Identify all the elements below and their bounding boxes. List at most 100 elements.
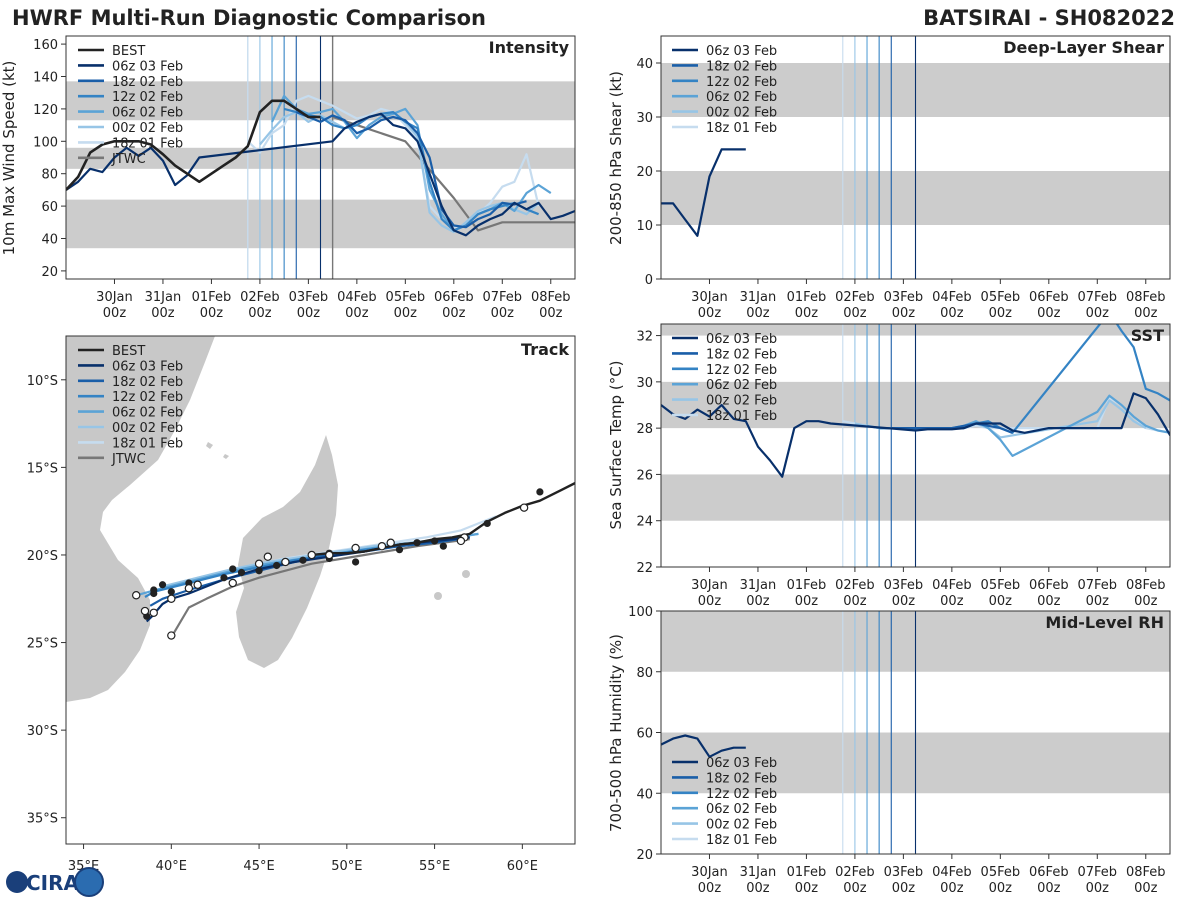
track-frame [65,335,576,845]
intensity-frame [65,35,576,280]
shr-xtick-hour: 00z [1134,306,1158,321]
rh-xtick-hour: 00z [698,881,722,896]
track-ytick-label: 20°S [27,549,58,564]
sst-legend-label-0: 06z 03 Feb [706,332,777,347]
rh-ytick-label: 40 [636,787,653,802]
intensity-panel: 2040608010012014016030Jan00z31Jan00z01Fe… [0,35,576,321]
sst-xtick-date: 05Feb [981,578,1021,593]
track-filled-marker-3 [439,542,447,550]
sst-ytick-label: 22 [636,561,653,576]
rh-xtick-date: 02Feb [835,865,875,880]
track-ytick-label: 10°S [27,374,58,389]
intensity-title: Intensity [489,38,570,57]
intensity-axes: 2040608010012014016030Jan00z31Jan00z01Fe… [33,38,570,321]
rh-xtick-date: 01Feb [787,865,827,880]
rh-xtick-hour: 00z [1134,881,1158,896]
shr-legend-label-2: 12z 02 Feb [706,75,777,90]
intensity-init-lines [247,36,334,279]
track-filled-marker-9 [273,561,281,570]
track-filled-marker-5 [395,546,404,554]
shr-ytick-label: 10 [636,219,653,234]
rh-series-0 [661,734,746,758]
sst-xtick-hour: 00z [989,594,1013,609]
mauritius-island [462,570,470,578]
shr-legend-label-1: 18z 02 Feb [706,59,777,74]
shr-xtick-hour: 00z [1086,306,1110,321]
rh-xtick-hour: 00z [1086,881,1110,896]
trk-legend-label-0: BEST [112,344,145,359]
sst-frame [660,323,1171,568]
track-open-marker-12 [184,584,194,593]
track-open-marker-5 [325,550,334,560]
int-xtick-hour: 00z [297,306,321,321]
rh-xtick-date: 07Feb [1078,865,1118,880]
int-xtick-date: 30Jan [96,290,133,305]
int-series-0 [66,112,575,237]
shr-legend-label-3: 06z 02 Feb [706,90,777,105]
sst-xtick-date: 08Feb [1126,578,1166,593]
int-legend-label-2: 18z 02 Feb [112,75,183,90]
shr-legend-label-5: 18z 01 Feb [706,121,777,136]
rh-xtick-date: 06Feb [1029,865,1069,880]
sst-xtick-date: 04Feb [932,578,972,593]
storm-id: BATSIRAI - SH082022 [923,6,1175,30]
shr-xtick-date: 05Feb [981,290,1021,305]
sst-xtick-hour: 00z [698,594,722,609]
reunion-island [434,592,442,600]
sst-legend-label-2: 12z 02 Feb [706,363,777,378]
shr-xtick-date: 04Feb [932,290,972,305]
track-filled-marker-13 [220,574,228,582]
int-ytick-label: 160 [33,38,58,53]
shear-series [661,148,746,237]
shr-xtick-date: 30Jan [691,290,728,305]
track-filled-marker-2 [430,537,439,545]
comoros-islands [206,442,229,459]
trk-legend-label-7: JTWC [111,452,146,467]
shear-init-lines [842,36,917,279]
track-open-marker-4 [351,543,360,553]
track-xtick-label: 60°E [507,859,538,874]
sst-xtick-hour: 00z [843,594,867,609]
track-open-marker-11 [193,580,202,589]
trk-legend-label-5: 00z 02 Feb [112,421,183,436]
int-xtick-hour: 00z [491,306,515,321]
int-legend-label-0: BEST [112,44,145,59]
shr-xtick-hour: 00z [698,306,722,321]
int-xtick-hour: 00z [103,306,127,321]
rh-xtick-hour: 00z [1037,881,1061,896]
rh-ylabel: 700-500 hPa Humidity (%) [607,634,625,832]
rh-legend-label-3: 06z 02 Feb [706,802,777,817]
shr-ytick-label: 40 [636,57,653,72]
rh-ytick-label: 20 [636,848,653,863]
sst-xtick-date: 31Jan [740,578,777,593]
rh-legend-label-5: 18z 01 Feb [706,833,777,848]
rh-xtick-hour: 00z [940,881,964,896]
int-xtick-date: 04Feb [337,290,377,305]
track-xtick-label: 40°E [156,859,187,874]
intensity-series [66,94,575,237]
int-best-line [66,99,321,191]
rh-init-lines [842,611,917,854]
int-xtick-date: 03Feb [289,290,329,305]
track-open-marker-8 [263,552,273,561]
track-filled-marker-1 [536,488,544,496]
figure-title: HWRF Multi-Run Diagnostic Comparison [12,6,486,30]
track-filled-marker-11 [237,568,246,577]
track-open-marker-2 [386,538,395,547]
shr-xtick-date: 07Feb [1078,290,1118,305]
sst-xtick-hour: 00z [892,594,916,609]
shr-xtick-hour: 00z [795,306,819,321]
track-axes: 35°E 40°E 45°E 50°E 55°E 60°E10°S15°S20°S25°S… [27,374,538,874]
rh-xtick-hour: 00z [746,881,770,896]
sst-xtick-hour: 00z [1134,594,1158,609]
track-open-marker-7 [281,557,290,567]
rh-series [661,734,746,758]
int-xtick-date: 06Feb [434,290,474,305]
track-panel: 35°E 40°E 45°E 50°E 55°E 60°E10°S15°S20°S25°S… [27,335,576,874]
track-open-marker-10 [228,578,237,588]
sst-init-lines [842,324,917,567]
int-legend-label-4: 06z 02 Feb [112,106,183,121]
shr-legend-label-4: 00z 02 Feb [706,106,777,121]
